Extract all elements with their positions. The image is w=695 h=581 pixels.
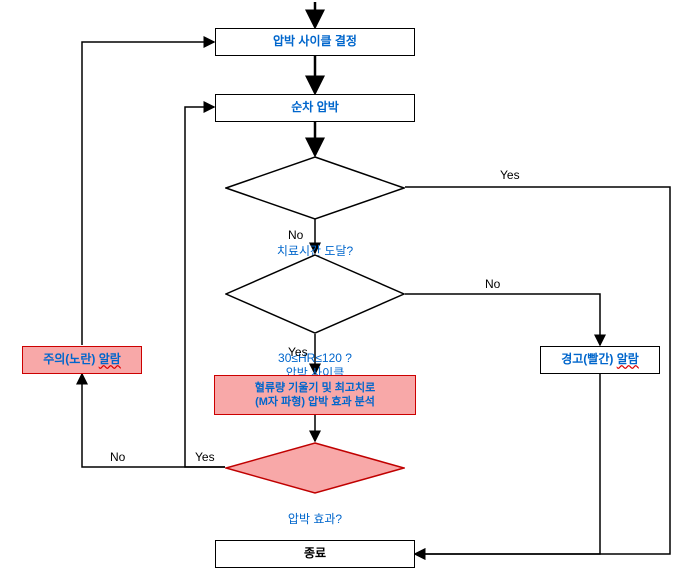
node-label: 순차 압박 <box>291 100 339 116</box>
node-label: 주의(노란) 알람 <box>43 352 121 368</box>
flowchart-canvas: 압박 사이클 결정 순차 압박 치료시간 도달? 30≤HR≤120 ? 압박 … <box>0 0 695 581</box>
node-warning-alarm: 경고(빨간) 알람 <box>540 346 660 374</box>
node-label: 압박 사이클 결정 <box>273 34 357 50</box>
node-end: 종료 <box>215 540 415 568</box>
node-effect-analysis: 혈류량 기울기 및 최고치로 (M자 파형) 압박 효과 분석 <box>214 375 416 415</box>
node-cycle-decision: 압박 사이클 결정 <box>215 28 415 56</box>
edge-label-n4-no: No <box>485 277 500 291</box>
node-hr-range-decision: 30≤HR≤120 ? 압박 사이클 내 T1,T2 가능? <box>225 254 405 334</box>
edge-label-n6-yes: Yes <box>195 450 215 464</box>
edge-label-n6-no: No <box>110 450 125 464</box>
node-label: 압박 효과? <box>288 512 342 528</box>
node-label: 경고(빨간) 알람 <box>561 352 639 368</box>
node-treatment-time-decision: 치료시간 도달? <box>225 156 405 220</box>
edge-label-n3-no: No <box>288 228 303 242</box>
node-effect-decision: 압박 효과? <box>225 442 405 494</box>
node-label: 종료 <box>304 546 326 562</box>
node-label: 혈류량 기울기 및 최고치로 (M자 파형) 압박 효과 분석 <box>255 381 376 410</box>
node-caution-alarm: 주의(노란) 알람 <box>22 346 142 374</box>
edge-label-n4-yes: Yes <box>288 345 308 359</box>
edge-label-n3-yes: Yes <box>500 168 520 182</box>
node-sequential-compression: 순차 압박 <box>215 94 415 122</box>
